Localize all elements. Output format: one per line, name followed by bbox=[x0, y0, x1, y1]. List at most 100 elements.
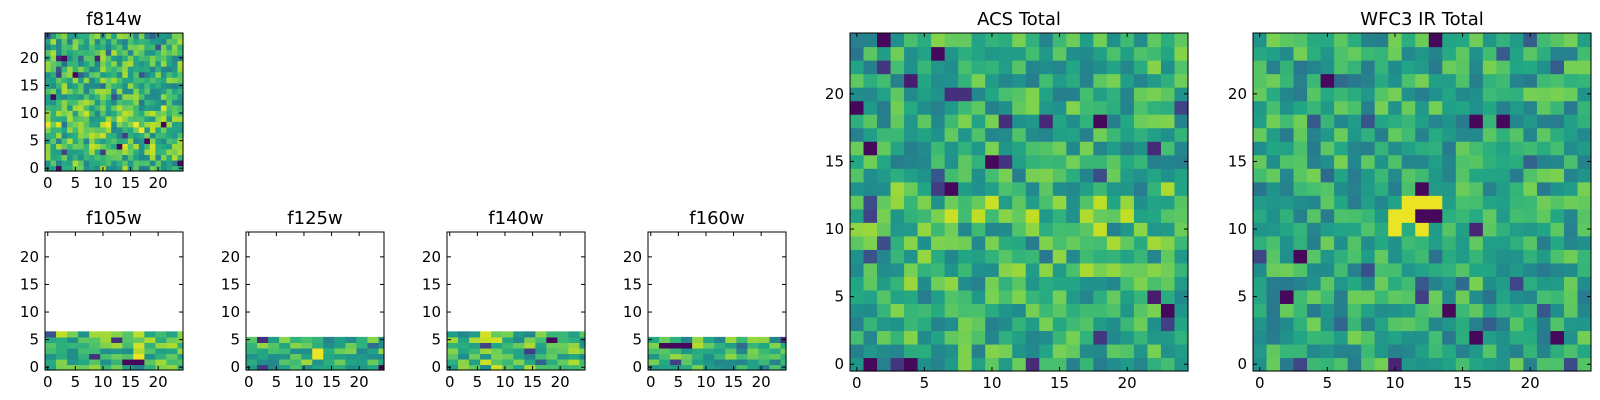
heatmap-cell bbox=[1361, 208, 1376, 223]
heatmap-cell bbox=[850, 141, 865, 156]
heatmap-cell bbox=[72, 99, 79, 106]
heatmap-cell bbox=[1147, 141, 1162, 156]
heatmap-cell bbox=[985, 249, 1000, 264]
heatmap-cell bbox=[1428, 46, 1443, 61]
heatmap-cell bbox=[1320, 262, 1335, 277]
heatmap-cell bbox=[877, 114, 892, 129]
heatmap-cell bbox=[72, 154, 79, 161]
heatmap-cell bbox=[863, 208, 878, 223]
heatmap-cell bbox=[850, 276, 865, 291]
heatmap-cell bbox=[144, 137, 151, 144]
heatmap-cell bbox=[1401, 114, 1416, 129]
heatmap-cell bbox=[971, 262, 986, 277]
heatmap-cell bbox=[105, 104, 112, 111]
heatmap-cell bbox=[1307, 316, 1322, 332]
heatmap-cell bbox=[1253, 208, 1268, 223]
heatmap-cell bbox=[177, 143, 184, 150]
heatmap-cell bbox=[111, 121, 118, 128]
heatmap-cell bbox=[133, 148, 140, 156]
heatmap-cell bbox=[116, 121, 123, 128]
heatmap-cell bbox=[985, 195, 1000, 210]
heatmap-cell bbox=[1147, 114, 1162, 129]
heatmap-cell bbox=[56, 132, 63, 139]
heatmap-cell bbox=[1093, 114, 1108, 129]
heatmap-cell bbox=[83, 93, 90, 100]
heatmap-cell bbox=[367, 347, 380, 355]
heatmap-cell bbox=[144, 342, 156, 349]
heatmap-cell bbox=[681, 342, 693, 349]
heatmap-cell bbox=[1374, 343, 1389, 359]
heatmap-cell bbox=[122, 132, 129, 139]
heatmap-cell bbox=[356, 336, 369, 343]
heatmap-cell bbox=[1133, 316, 1149, 332]
heatmap-cell bbox=[850, 249, 865, 264]
y-tick-label: 15 bbox=[623, 275, 642, 293]
heatmap-cell bbox=[1012, 127, 1027, 142]
heatmap-cell bbox=[1469, 208, 1484, 223]
heatmap-cell bbox=[1079, 33, 1094, 48]
heatmap-cell bbox=[944, 73, 959, 88]
heatmap-cell bbox=[1442, 154, 1457, 169]
heatmap-cell bbox=[171, 77, 179, 84]
heatmap-cell bbox=[50, 148, 57, 156]
heatmap-cell bbox=[367, 342, 380, 349]
heatmap-cell bbox=[67, 121, 74, 128]
heatmap-cell bbox=[138, 121, 145, 128]
heatmap-cell bbox=[1469, 87, 1484, 102]
heatmap-cell bbox=[177, 148, 184, 156]
heatmap-cell bbox=[1079, 330, 1094, 345]
heatmap-cell bbox=[480, 353, 492, 360]
heatmap-cell bbox=[502, 342, 514, 349]
heatmap-cell bbox=[1469, 46, 1484, 61]
heatmap-cell bbox=[1133, 33, 1149, 48]
heatmap-cell bbox=[648, 353, 660, 360]
heatmap-cell bbox=[67, 143, 74, 150]
heatmap-cell bbox=[94, 165, 101, 172]
x-tick-label: 0 bbox=[1255, 374, 1265, 392]
heatmap-cell bbox=[1401, 343, 1416, 359]
heatmap-cell bbox=[149, 71, 156, 78]
heatmap-cell bbox=[944, 168, 959, 183]
heatmap-cell bbox=[116, 154, 123, 161]
heatmap-cell bbox=[133, 126, 140, 133]
heatmap-cell bbox=[127, 82, 134, 89]
heatmap-cell bbox=[111, 126, 118, 133]
heatmap-cell bbox=[1523, 195, 1538, 210]
heatmap-cell bbox=[334, 358, 346, 366]
heatmap-cell bbox=[72, 159, 79, 167]
heatmap-cell bbox=[1025, 235, 1040, 250]
heatmap-cell bbox=[279, 336, 291, 343]
heatmap-cell bbox=[89, 93, 96, 100]
heatmap-cell bbox=[78, 154, 85, 161]
heatmap-cell bbox=[659, 342, 671, 349]
heatmap-cell bbox=[1496, 87, 1511, 102]
heatmap-cell bbox=[116, 88, 123, 95]
heatmap-cell bbox=[958, 168, 973, 183]
heatmap-cell bbox=[1509, 330, 1524, 345]
heatmap-cell bbox=[166, 60, 173, 67]
heatmap-cell bbox=[100, 137, 107, 144]
y-tick-label: 0 bbox=[1237, 355, 1247, 373]
heatmap-cell bbox=[1120, 316, 1135, 332]
heatmap-cell bbox=[1133, 127, 1149, 142]
heatmap-cell bbox=[1160, 46, 1176, 61]
heatmap-cell bbox=[670, 364, 682, 371]
heatmap-cell bbox=[491, 353, 503, 360]
heatmap-cell bbox=[1012, 235, 1027, 250]
heatmap-cell bbox=[1347, 262, 1362, 277]
heatmap-cell bbox=[1253, 357, 1268, 372]
heatmap-cell bbox=[160, 154, 168, 161]
heatmap-cell bbox=[458, 342, 470, 349]
heatmap-cell bbox=[1120, 343, 1135, 359]
y-tick-label: 15 bbox=[20, 275, 39, 293]
heatmap-cell bbox=[89, 115, 96, 122]
panel-title: WFC3 IR Total bbox=[1360, 9, 1483, 30]
heatmap-cell bbox=[1496, 357, 1511, 372]
heatmap-cell bbox=[105, 77, 112, 84]
heatmap-cell bbox=[1174, 262, 1189, 277]
heatmap-cell bbox=[524, 347, 536, 355]
heatmap-cell bbox=[1577, 316, 1592, 332]
y-tick-label: 0 bbox=[29, 159, 39, 177]
heatmap-cell bbox=[1052, 316, 1067, 332]
heatmap-cell bbox=[917, 181, 932, 196]
